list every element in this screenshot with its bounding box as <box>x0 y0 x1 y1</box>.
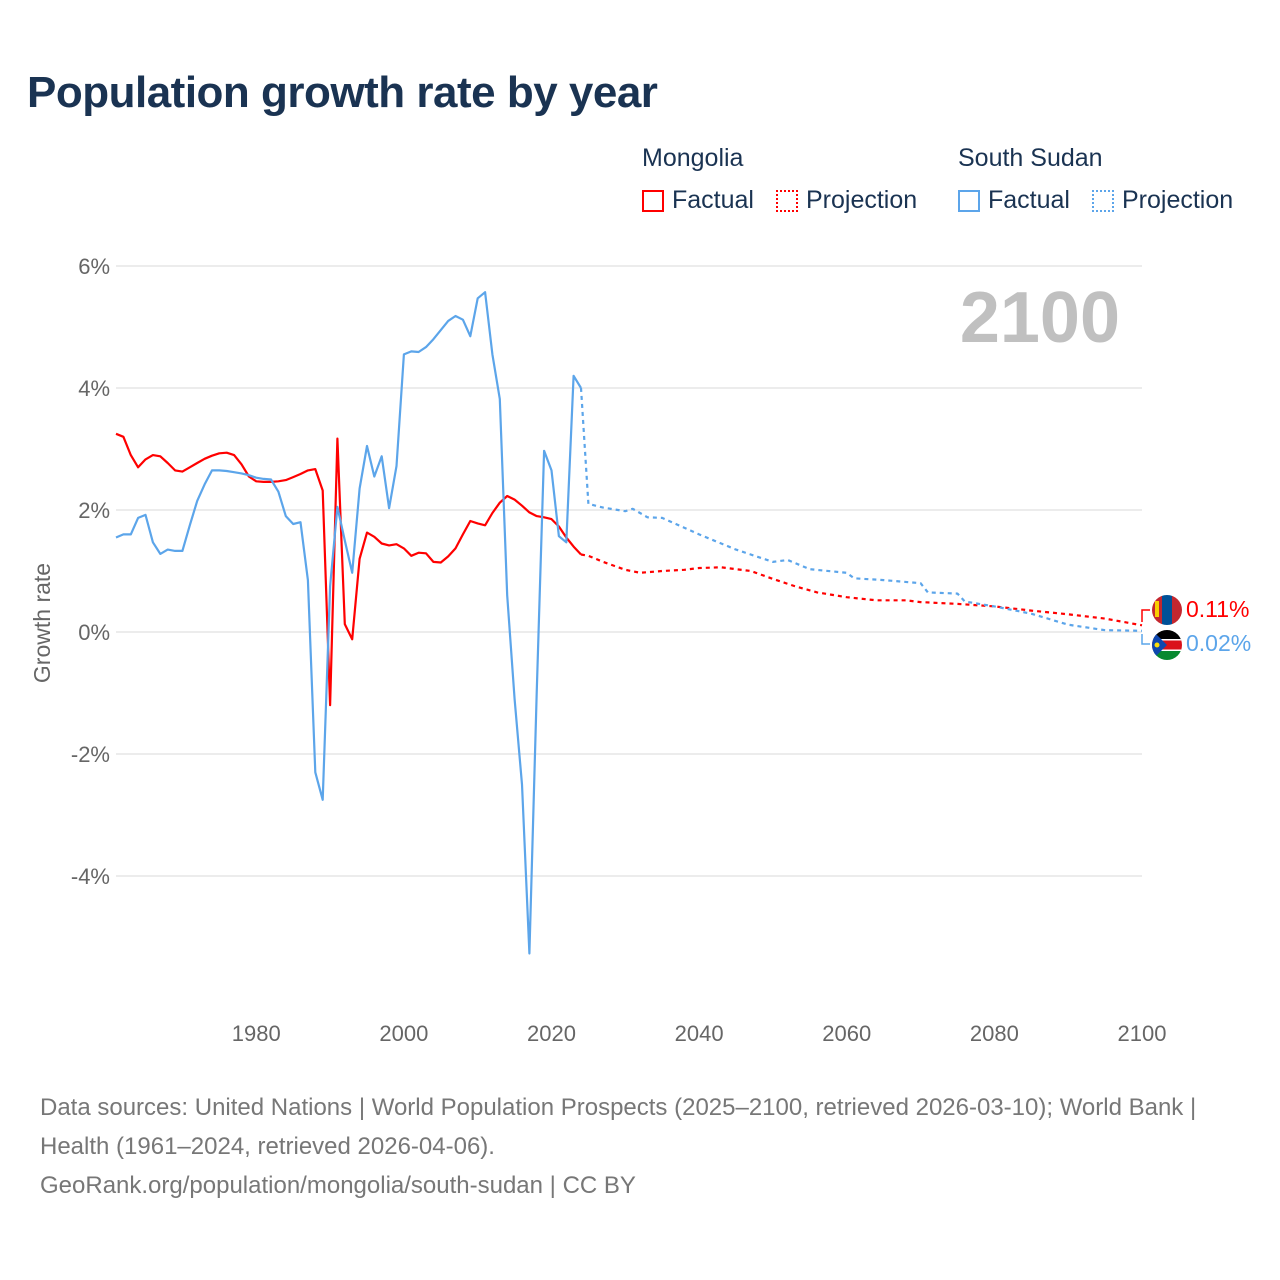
series-line-south-sudan-factual <box>115 291 582 955</box>
x-tick-label: 2080 <box>970 1021 1019 1046</box>
y-tick-label: -4% <box>71 864 110 889</box>
legend-country-label: Mongolia <box>642 144 744 172</box>
mongolia-flag-icon <box>1152 595 1182 625</box>
south-sudan-flag-icon <box>1152 630 1182 660</box>
x-tick-label: 2040 <box>675 1021 724 1046</box>
x-tick-label: 2000 <box>379 1021 428 1046</box>
series-line-mongolia-projection <box>580 553 1143 627</box>
x-tick-label: 2060 <box>822 1021 871 1046</box>
end-label-south-sudan: 0.02% <box>1186 630 1251 656</box>
y-tick-label: -2% <box>71 742 110 767</box>
dotted-swatch-icon <box>776 189 798 212</box>
legend-south-sudan-factual[interactable]: Factual <box>958 186 1070 215</box>
y-tick-label: 0% <box>78 620 110 645</box>
y-axis-label: Growth rate <box>29 563 55 683</box>
legend-south-sudan-projection[interactable]: Projection <box>1092 186 1233 215</box>
legend-country-label: South Sudan <box>958 144 1103 172</box>
x-tick-label: 2100 <box>1118 1021 1167 1046</box>
legend-mongolia: Mongolia <box>642 144 743 173</box>
end-label-mongolia: 0.11% <box>1186 596 1250 622</box>
year-badge: 2100 <box>960 278 1120 358</box>
solid-swatch-icon <box>958 189 980 212</box>
solid-swatch-icon <box>642 189 664 212</box>
y-tick-label: 2% <box>78 498 110 523</box>
y-tick-label: 6% <box>78 254 110 279</box>
x-tick-label: 1980 <box>232 1021 281 1046</box>
connector-south-sudan <box>1141 634 1150 645</box>
end-labels: 0.11% 0.02% <box>1141 595 1251 660</box>
data-sources: Data sources: United Nations | World Pop… <box>40 1094 1197 1160</box>
legend-label: Factual <box>988 186 1070 214</box>
credit-link[interactable]: GeoRank.org/population/mongolia/south-su… <box>40 1172 636 1199</box>
y-tick-label: 4% <box>78 376 110 401</box>
x-tick-label: 2020 <box>527 1021 576 1046</box>
line-chart: 6% 4% 2% 0% -2% -4% 1980 2000 2020 2040 2060 2080 21… <box>29 254 1251 1046</box>
dotted-swatch-icon <box>1092 189 1114 212</box>
legend-mongolia-projection[interactable]: Projection <box>776 186 917 215</box>
series-line-south-sudan-projection <box>579 387 1143 632</box>
legend-south-sudan: South Sudan <box>958 144 1103 173</box>
footer: Data sources: United Nations | World Pop… <box>40 1088 1240 1205</box>
page-title: Population growth rate by year <box>27 68 658 117</box>
legend-label: Projection <box>1122 186 1234 214</box>
legend-mongolia-factual[interactable]: Factual <box>642 186 754 215</box>
connector-mongolia <box>1141 609 1150 622</box>
legend-label: Factual <box>672 186 754 214</box>
legend-label: Projection <box>806 186 918 214</box>
